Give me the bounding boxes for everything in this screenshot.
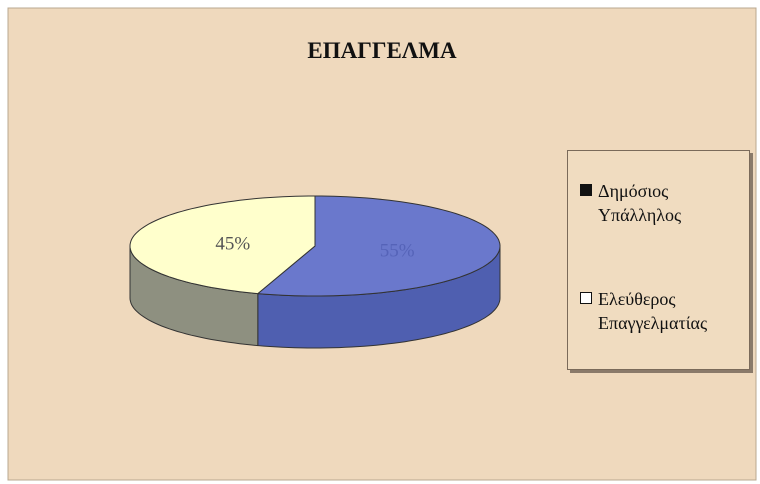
data-label: 45%	[215, 233, 250, 254]
data-label: 55%	[380, 241, 415, 262]
pie: 55% 45%	[129, 195, 501, 349]
legend-entry: Ελεύθερος Επαγγελματίας	[580, 287, 750, 335]
legend-entry: Δημόσιος Υπάλληλος	[580, 179, 750, 227]
chart-title: ΕΠΑΓΓΕΛΜΑ	[307, 38, 457, 63]
legend-label: Δημόσιος Υπάλληλος	[598, 181, 682, 225]
legend-marker	[580, 292, 592, 304]
legend-label: Ελεύθερος Επαγγελματίας	[598, 289, 708, 333]
legend-marker	[580, 184, 592, 196]
slice	[129, 195, 316, 295]
legend: Δημόσιος Υπάλληλος Ελεύθερος Επαγγελματί…	[567, 150, 750, 370]
slice	[256, 195, 501, 297]
